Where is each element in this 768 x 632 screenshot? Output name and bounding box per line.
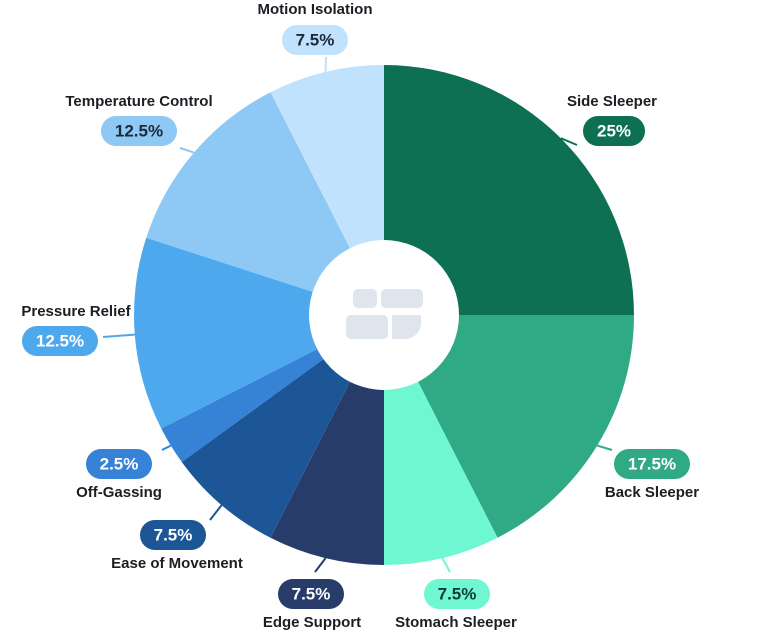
percent-badge-edge-support	[278, 579, 344, 609]
percent-label-back-sleeper: 17.5%	[628, 454, 676, 473]
percent-label-temperature-control: 12.5%	[115, 121, 163, 140]
leader-line-pressure-relief	[102, 333, 135, 338]
leader-line-off-gassing	[161, 444, 172, 451]
percent-badge-back-sleeper	[614, 449, 690, 479]
percent-badge-side-sleeper	[583, 116, 645, 146]
percent-label-pressure-relief: 12.5%	[36, 331, 84, 350]
leader-lines	[102, 56, 613, 573]
percent-label-off-gassing: 2.5%	[100, 454, 139, 473]
percent-badge-ease-of-movement	[140, 520, 206, 550]
leader-line-temperature-control	[179, 147, 195, 154]
percent-badge-pressure-relief	[22, 326, 98, 356]
percent-label-motion-isolation: 7.5%	[296, 30, 335, 49]
mattress-layers-icon	[346, 289, 423, 339]
percent-label-stomach-sleeper: 7.5%	[438, 584, 477, 603]
category-label-temperature-control: Temperature Control	[65, 93, 212, 110]
slice-side-sleeper	[384, 65, 634, 315]
category-label-pressure-relief: Pressure Relief	[21, 303, 131, 320]
slice-labels: Side Sleeper 25% Back Sleeper 17.5% Stomach …	[21, 1, 699, 631]
category-label-edge-support: Edge Support	[263, 614, 361, 631]
slice-back-sleeper	[384, 315, 634, 538]
leader-line-side-sleeper	[560, 137, 578, 146]
slice-pressure-relief	[134, 237, 384, 429]
slice-ease-of-movement	[181, 315, 384, 538]
percent-badge-motion-isolation	[282, 25, 348, 55]
percent-badge-off-gassing	[86, 449, 152, 479]
percent-label-ease-of-movement: 7.5%	[154, 525, 193, 544]
category-label-side-sleeper: Side Sleeper	[567, 93, 657, 110]
percent-badge-temperature-control	[101, 116, 177, 146]
category-label-ease-of-movement: Ease of Movement	[111, 555, 243, 572]
percent-label-side-sleeper: 25%	[597, 121, 631, 140]
leader-line-edge-support	[314, 557, 327, 573]
leader-line-ease-of-movement	[209, 504, 223, 521]
percent-badge-stomach-sleeper	[424, 579, 490, 609]
category-label-off-gassing: Off-Gassing	[76, 484, 162, 501]
category-label-back-sleeper: Back Sleeper	[605, 484, 699, 501]
percent-label-edge-support: 7.5%	[292, 584, 331, 603]
category-label-stomach-sleeper: Stomach Sleeper	[395, 614, 517, 631]
slice-temperature-control	[146, 92, 384, 315]
leader-line-back-sleeper	[596, 444, 613, 451]
category-label-motion-isolation: Motion Isolation	[258, 1, 373, 18]
leader-line-stomach-sleeper	[441, 557, 451, 573]
center-hole	[309, 240, 459, 390]
